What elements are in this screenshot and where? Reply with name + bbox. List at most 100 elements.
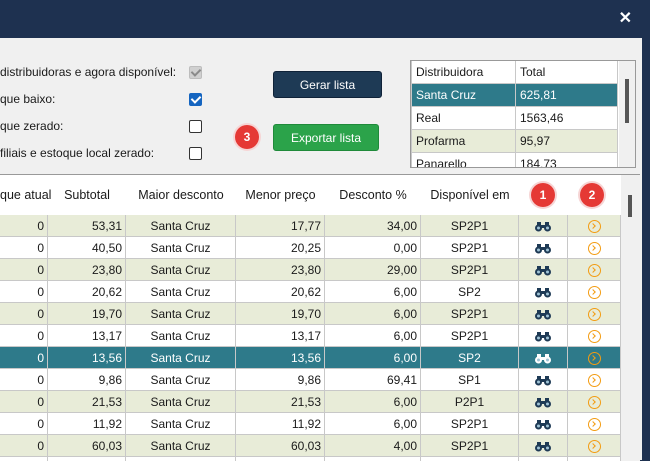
binoculars-icon[interactable]	[534, 353, 552, 364]
table-row[interactable]: 0 13,56 Santa Cruz 13,56 6,00 SP2	[0, 347, 621, 369]
close-icon[interactable]: ✕	[618, 10, 632, 27]
cell-estoque-atual: 0	[0, 435, 48, 457]
dist-row[interactable]: Real 1563,46	[411, 106, 618, 130]
arrow-right-circle-icon[interactable]	[587, 440, 601, 454]
cell-subtotal: 23,80	[48, 259, 126, 281]
binoculars-icon[interactable]	[534, 331, 552, 342]
arrow-right-circle-icon[interactable]	[587, 352, 601, 366]
checkbox-estoque-zerado[interactable]	[189, 120, 202, 133]
binoculars-icon[interactable]	[534, 397, 552, 408]
table-row[interactable]: 0 19,70 Santa Cruz 19,70 6,00 SP2P1	[0, 303, 621, 325]
arrow-right-circle-icon[interactable]	[587, 396, 601, 410]
cell-desconto: 6,00	[325, 347, 421, 369]
cell-menor-preco: 17,77	[236, 215, 325, 237]
table-row[interactable]: 0 9,86 Santa Cruz 9,86 69,41 SP1	[0, 369, 621, 391]
binoculars-icon[interactable]	[534, 419, 552, 430]
col-header-desconto[interactable]: Desconto %	[339, 188, 407, 202]
checkbox-filiais[interactable]	[189, 147, 202, 160]
option-label-estoque-zerado: que zerado:	[0, 119, 64, 133]
binoculars-icon[interactable]	[534, 287, 552, 298]
table-row[interactable]: 0 20,62 Santa Cruz 20,62 6,00 SP2	[0, 281, 621, 303]
cell-maior-desconto: Santa Cruz	[126, 435, 236, 457]
cell-menor-preco: 9,86	[236, 369, 325, 391]
table-row[interactable]: 0 53,31 Santa Cruz 17,77 34,00 SP2P1	[0, 215, 621, 237]
arrow-right-circle-icon[interactable]	[587, 242, 601, 256]
cell-maior-desconto: Santa Cruz	[126, 259, 236, 281]
col-header-menor-preco[interactable]: Menor preço	[245, 188, 316, 202]
cell-disponivel-em: SP2P1	[421, 259, 519, 281]
main-panel: distribuidoras e agora disponível: que b…	[0, 38, 642, 461]
col-header-subtotal[interactable]: Subtotal	[64, 188, 110, 202]
cell-maior-desconto: Santa Cruz	[126, 237, 236, 259]
checkbox-disponivel[interactable]	[189, 66, 202, 79]
cell-estoque-atual: 0	[0, 303, 48, 325]
cell-go	[568, 391, 621, 413]
cell-menor-preco: 11,92	[236, 413, 325, 435]
badge-3: 3	[235, 125, 259, 149]
cell-go	[568, 457, 621, 461]
exportar-lista-button[interactable]: Exportar lista	[273, 124, 379, 151]
cell-subtotal: 60,03	[48, 435, 126, 457]
dist-scroll-thumb[interactable]	[625, 79, 629, 123]
dist-row[interactable]: Santa Cruz 625,81	[411, 83, 618, 107]
arrow-right-circle-icon[interactable]	[587, 308, 601, 322]
arrow-right-circle-icon[interactable]	[587, 330, 601, 344]
cell-desconto: 29,00	[325, 259, 421, 281]
cell-view	[519, 457, 568, 461]
table-row[interactable]: 0 21,53 Santa Cruz 21,53 6,00 P2P1	[0, 391, 621, 413]
cell-disponivel-em: SP1	[421, 369, 519, 391]
binoculars-icon[interactable]	[534, 375, 552, 386]
binoculars-icon[interactable]	[534, 441, 552, 452]
cell-estoque-atual: 0	[0, 457, 48, 461]
arrow-right-circle-icon[interactable]	[587, 374, 601, 388]
binoculars-icon[interactable]	[534, 309, 552, 320]
gerar-lista-button[interactable]: Gerar lista	[273, 71, 382, 98]
arrow-right-circle-icon[interactable]	[587, 264, 601, 278]
dist-row[interactable]: Panarello 184,73	[411, 152, 618, 167]
cell-view	[519, 325, 568, 347]
dist-scrollbar[interactable]	[619, 61, 635, 167]
table-row[interactable]: 0 60,03 Santa Cruz 60,03 4,00 SP2P1	[0, 435, 621, 457]
binoculars-icon[interactable]	[534, 265, 552, 276]
cell-subtotal: 9,86	[48, 369, 126, 391]
arrow-right-circle-icon[interactable]	[587, 418, 601, 432]
table-row[interactable]: 0 23,80 Santa Cruz 23,80 29,00 SP2P1	[0, 259, 621, 281]
table-row[interactable]: 0 40,50 Santa Cruz 20,25 0,00 SP2P1	[0, 237, 621, 259]
col-header-maior-desconto[interactable]: Maior desconto	[138, 188, 224, 202]
dist-row[interactable]: Profarma 95,97	[411, 129, 618, 153]
cell-menor-preco: 23,80	[236, 259, 325, 281]
cell-subtotal: 40,50	[48, 237, 126, 259]
cell-go	[568, 347, 621, 369]
col-header-disponivel-em[interactable]: Disponível em	[430, 188, 510, 202]
cell-desconto: 6,00	[325, 281, 421, 303]
cell-subtotal: 19,70	[48, 303, 126, 325]
table-row[interactable]: 0 11,92 Santa Cruz 11,92 6,00 SP2P1	[0, 413, 621, 435]
cell-menor-preco: 60,03	[236, 435, 325, 457]
cell-view	[519, 215, 568, 237]
cell-maior-desconto: Santa Cruz	[126, 303, 236, 325]
checkbox-estoque-baixo[interactable]	[189, 93, 202, 106]
cell-disponivel-em: SP2	[421, 281, 519, 303]
cell-estoque-atual: 0	[0, 391, 48, 413]
cell-subtotal: 13,17	[48, 325, 126, 347]
arrow-right-circle-icon[interactable]	[587, 220, 601, 234]
arrow-right-circle-icon[interactable]	[587, 286, 601, 300]
badge-1: 1	[531, 183, 555, 207]
grid-scrollbar[interactable]	[621, 175, 640, 461]
option-label-filiais: filiais e estoque local zerado:	[0, 146, 155, 160]
binoculars-icon[interactable]	[534, 243, 552, 254]
cell-desconto: 6,00	[325, 413, 421, 435]
binoculars-icon[interactable]	[534, 221, 552, 232]
cell-maior-desconto	[126, 457, 236, 461]
grid-scroll-thumb[interactable]	[628, 195, 632, 217]
table-row[interactable]: 0	[0, 457, 621, 461]
title-bar: ✕	[0, 0, 650, 38]
cell-disponivel-em: SP2	[421, 347, 519, 369]
col-header-estoque-atual[interactable]: que atual	[0, 188, 52, 202]
cell-go	[568, 369, 621, 391]
cell-subtotal: 20,62	[48, 281, 126, 303]
table-row[interactable]: 0 13,17 Santa Cruz 13,17 6,00 SP2P1	[0, 325, 621, 347]
dist-cell-total: 625,81	[515, 83, 618, 107]
distribuidoras-table: Distribuidora Total Santa Cruz 625,81 Re…	[410, 60, 636, 168]
cell-menor-preco: 20,62	[236, 281, 325, 303]
